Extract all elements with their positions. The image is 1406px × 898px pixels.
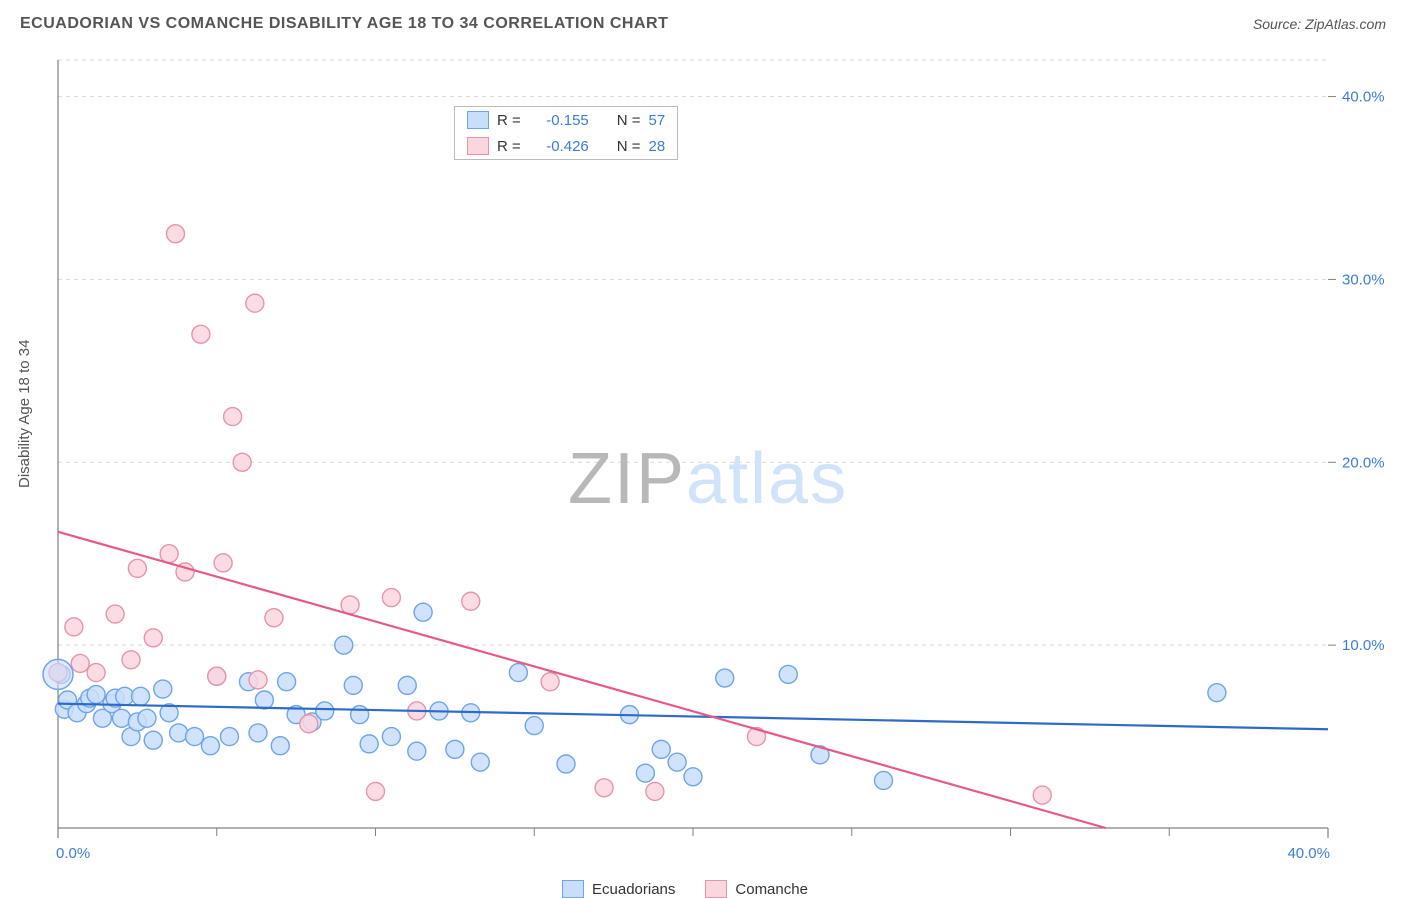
- legend-r-label: R =: [497, 112, 521, 129]
- legend-r-value: -0.426: [529, 138, 589, 155]
- legend-series-name: Ecuadorians: [592, 881, 675, 898]
- svg-text:30.0%: 30.0%: [1342, 271, 1385, 288]
- legend-swatch: [705, 880, 727, 898]
- chart-area: Disability Age 18 to 34 ZIPatlas 0.0%40.…: [8, 48, 1398, 884]
- svg-text:40.0%: 40.0%: [1342, 89, 1385, 106]
- legend-r-value: -0.155: [529, 112, 589, 129]
- legend-correlation: R = -0.155 N = 57 R = -0.426 N = 28: [454, 106, 678, 160]
- legend-n-label: N =: [617, 138, 641, 155]
- y-axis-label: Disability Age 18 to 34: [16, 340, 33, 488]
- legend-swatch: [467, 111, 489, 129]
- legend-item: Ecuadorians: [562, 880, 675, 898]
- legend-n-value: 57: [649, 112, 666, 129]
- svg-text:20.0%: 20.0%: [1342, 454, 1385, 471]
- legend-series-name: Comanche: [735, 881, 808, 898]
- scatter-chart: 0.0% 40.0% 10.0% 20.0% 30.0% 40.0%: [8, 48, 1398, 884]
- header: ECUADORIAN VS COMANCHE DISABILITY AGE 18…: [0, 0, 1406, 48]
- chart-title: ECUADORIAN VS COMANCHE DISABILITY AGE 18…: [20, 15, 668, 33]
- source-attribution: Source: ZipAtlas.com: [1253, 16, 1386, 32]
- legend-row: R = -0.426 N = 28: [455, 133, 677, 159]
- svg-text:0.0%: 0.0%: [56, 845, 90, 862]
- legend-n-label: N =: [617, 112, 641, 129]
- legend-n-value: 28: [649, 138, 666, 155]
- legend-row: R = -0.155 N = 57: [455, 107, 677, 133]
- legend-item: Comanche: [705, 880, 808, 898]
- legend-swatch: [467, 137, 489, 155]
- legend-r-label: R =: [497, 138, 521, 155]
- svg-text:10.0%: 10.0%: [1342, 637, 1385, 654]
- svg-text:40.0%: 40.0%: [1287, 845, 1330, 862]
- legend-swatch: [562, 880, 584, 898]
- legend-series: Ecuadorians Comanche: [562, 880, 808, 898]
